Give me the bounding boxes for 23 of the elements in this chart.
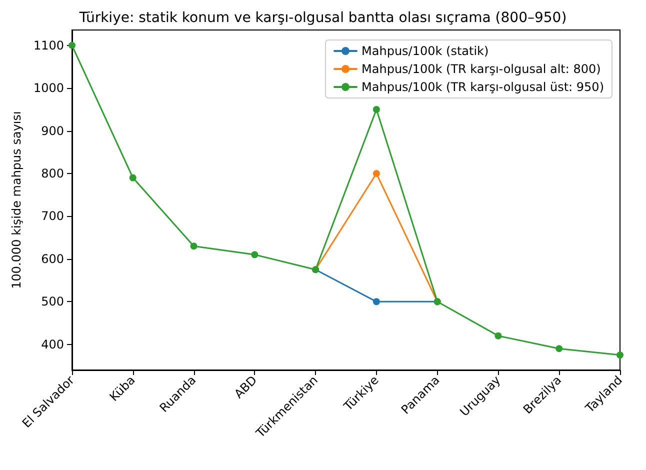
point	[129, 174, 136, 182]
point	[556, 345, 563, 352]
point	[372, 106, 380, 113]
legend-label: Mahpus/100k (statik)	[362, 44, 489, 58]
point	[372, 170, 380, 178]
y-tick-label: 500	[41, 294, 64, 309]
y-tick-label: 1000	[33, 81, 64, 96]
legend-label: Mahpus/100k (TR karşı-olgusal alt: 800)	[362, 62, 601, 76]
y-tick-label: 600	[41, 252, 64, 266]
y-tick-label: 700	[41, 209, 64, 224]
chart-title: Türkiye: statik konum ve karşı-olgusal bantta olası sıçrama (800–950)	[78, 10, 567, 26]
legend-label: Mahpus/100k (TR karşı-olgusal üst: 950)	[362, 80, 604, 94]
point	[494, 332, 502, 340]
y-tick-label: 800	[41, 166, 64, 181]
point	[251, 251, 258, 258]
point	[372, 298, 380, 306]
point	[616, 352, 624, 359]
y-tick-label: 1100	[33, 38, 64, 52]
point	[68, 42, 76, 49]
y-axis-title: 100.000 kişide mahpus sayısı	[10, 111, 24, 289]
y-tick-label: 900	[41, 124, 64, 138]
point	[190, 242, 198, 250]
y-tick-label: 400	[41, 337, 64, 352]
